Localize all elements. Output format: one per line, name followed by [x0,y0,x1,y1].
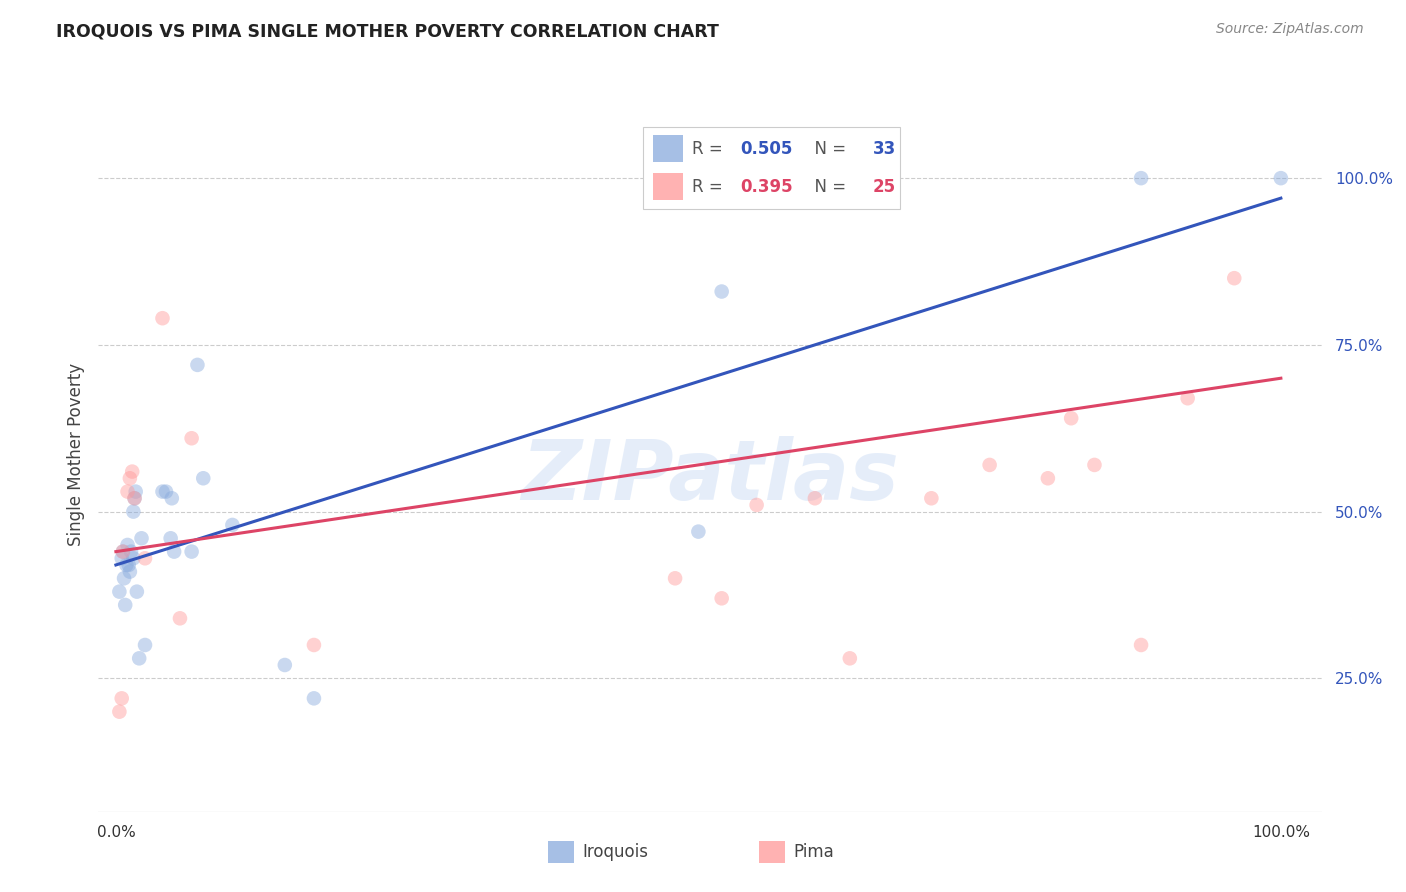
Point [804,491,827,506]
Point [1223,271,1246,285]
Point [117,538,139,552]
Point [1130,171,1153,186]
Text: 33: 33 [873,140,896,158]
Point [152,484,174,499]
Text: Iroquois: Iroquois [582,843,648,862]
Point [111,551,134,566]
Point [117,484,139,499]
Point [115,558,138,572]
Point [120,544,142,558]
Point [111,691,134,706]
Point [125,584,148,599]
Point [128,651,150,665]
Point [124,491,146,506]
Point [121,465,143,479]
Text: N =: N = [804,140,852,158]
Text: 25: 25 [873,178,896,195]
Point [745,498,768,512]
Point [131,531,153,545]
Point [108,705,131,719]
Point [1270,171,1292,186]
Point [274,658,297,673]
Point [152,311,174,326]
Point [118,471,141,485]
Point [1177,391,1199,405]
Point [114,598,136,612]
Point [180,431,202,445]
Point [118,558,141,572]
Point [302,638,325,652]
Point [108,584,131,599]
Point [193,471,215,485]
Point [180,544,202,558]
Point [1130,638,1153,652]
Point [160,491,183,506]
Point [302,691,325,706]
Point [122,505,145,519]
Point [664,571,686,585]
Point [920,491,942,506]
Text: N =: N = [804,178,852,195]
Point [1083,458,1105,472]
Point [979,458,1001,472]
Point [169,611,191,625]
Point [118,565,141,579]
Point [124,491,146,506]
Point [122,551,145,566]
Text: Pima: Pima [793,843,834,862]
Point [159,531,181,545]
Bar [652,136,683,162]
Text: Source: ZipAtlas.com: Source: ZipAtlas.com [1216,22,1364,37]
Y-axis label: Single Mother Poverty: Single Mother Poverty [66,363,84,547]
Text: IROQUOIS VS PIMA SINGLE MOTHER POVERTY CORRELATION CHART: IROQUOIS VS PIMA SINGLE MOTHER POVERTY C… [56,22,718,40]
Point [134,638,156,652]
Point [111,544,134,558]
Text: R =: R = [692,178,728,195]
Point [125,484,148,499]
Point [710,285,733,299]
Point [1060,411,1083,425]
Point [134,551,156,566]
Point [186,358,208,372]
Text: R =: R = [692,140,728,158]
Point [838,651,860,665]
Point [688,524,710,539]
Point [155,484,177,499]
FancyBboxPatch shape [643,127,900,209]
Text: ZIPatlas: ZIPatlas [522,436,898,516]
Text: 0.505: 0.505 [741,140,793,158]
Point [710,591,733,606]
Bar [652,173,683,200]
Point [221,518,243,533]
Text: 0.395: 0.395 [741,178,793,195]
Point [163,544,186,558]
Point [1036,471,1059,485]
Point [111,544,134,558]
Point [112,571,135,585]
